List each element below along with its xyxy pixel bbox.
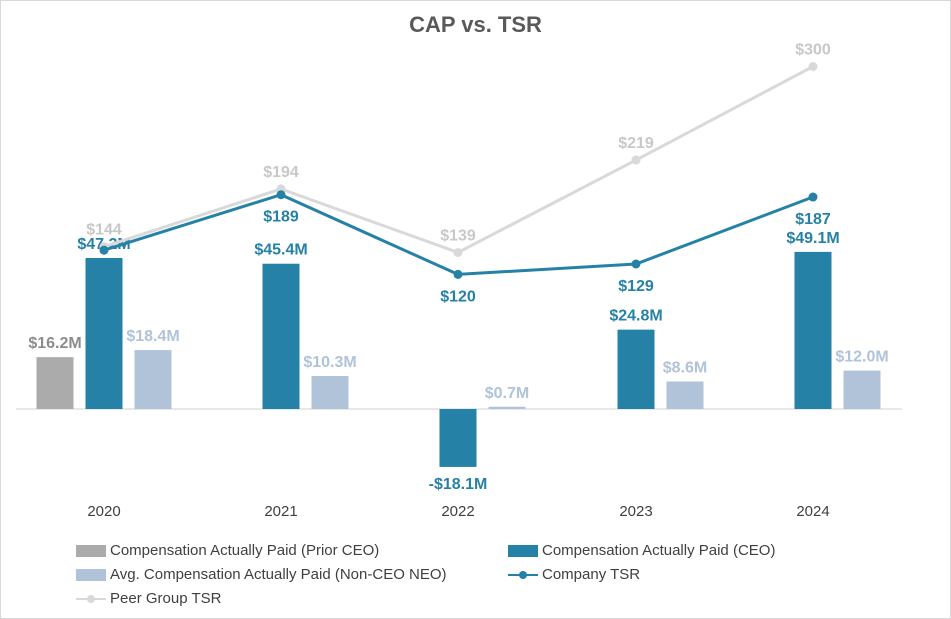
legend: Compensation Actually Paid (Prior CEO) C… [76,540,936,610]
company-tsr-label-2020: $141 [86,264,122,281]
chart-plot: 20202021202220232024$16.2M$47.2M$45.4M-$… [16,42,902,520]
company-tsr-point-2021 [276,190,286,200]
bar-label-ceo-2022: -$18.1M [429,476,488,493]
company-tsr-label-2022: $120 [440,288,476,305]
chart-title: CAP vs. TSR [409,12,542,37]
legend-item-ceo: Compensation Actually Paid (CEO) [508,542,775,559]
peer-tsr-label-2020: $144 [86,222,122,239]
company-tsr-label-2021: $189 [263,209,299,226]
bar-label-non-ceo-neo-2021: $10.3M [303,354,356,371]
bar-label-non-ceo-neo-2023: $8.6M [663,359,707,376]
legend-label-peer-tsr: Peer Group TSR [110,590,222,607]
legend-item-company-tsr: Company TSR [508,566,640,583]
bar-ceo-2023 [617,329,655,409]
bar-non-ceo-neo-2024 [843,370,881,409]
peer-tsr-line [103,65,814,255]
x-tick-label-2023: 2023 [619,503,652,520]
legend-label-ceo: Compensation Actually Paid (CEO) [542,542,776,559]
peer-tsr-point-2022 [453,247,463,257]
bar-ceo-2022 [439,409,477,467]
legend-item-non-ceo-neo: Avg. Compensation Actually Paid (Non-CEO… [76,566,447,583]
bar-label-non-ceo-neo-2020: $18.4M [126,328,179,345]
legend-swatch-company-tsr [508,569,538,581]
company-tsr-point-2022 [453,269,463,279]
legend-label-company-tsr: Company TSR [542,566,641,583]
legend-swatch-peer-tsr [76,593,106,605]
x-tick-label-2021: 2021 [264,503,297,520]
company-tsr-point-2020 [99,245,109,255]
x-tick-label-2020: 2020 [87,503,120,520]
legend-label-non-ceo-neo: Avg. Compensation Actually Paid (Non-CEO… [110,566,447,583]
bar-label-prior-ceo-2020: $16.2M [28,335,81,352]
legend-swatch-prior-ceo [76,544,106,557]
bar-ceo-2021 [262,263,300,409]
bar-non-ceo-neo-2023 [666,381,704,409]
peer-tsr-label-2021: $194 [263,164,299,181]
x-tick-label-2022: 2022 [441,503,474,520]
legend-swatch-ceo [508,544,538,557]
peer-tsr-label-2024: $300 [795,42,831,59]
legend-item-peer-tsr: Peer Group TSR [76,590,221,607]
peer-tsr-label-2022: $139 [440,227,476,244]
peer-tsr-point-2024 [808,62,818,71]
legend-label-prior-ceo: Compensation Actually Paid (Prior CEO) [110,542,380,559]
peer-tsr-label-2023: $219 [618,135,654,152]
bar-non-ceo-neo-2020 [134,350,172,409]
bar-non-ceo-neo-2022 [488,406,526,409]
bar-label-ceo-2023: $24.8M [609,308,662,325]
bar-prior-ceo-2020 [36,357,74,409]
bar-label-ceo-2021: $45.4M [254,242,307,259]
company-tsr-label-2023: $129 [618,278,654,295]
bar-label-non-ceo-neo-2022: $0.7M [485,385,529,402]
company-tsr-label-2024: $187 [795,211,831,228]
bar-non-ceo-neo-2021 [311,376,349,409]
company-tsr-point-2023 [631,259,641,269]
company-tsr-point-2024 [808,192,818,202]
bar-ceo-2020 [85,257,123,409]
bar-ceo-2024 [794,251,832,409]
legend-swatch-non-ceo-neo [76,568,106,581]
legend-item-prior-ceo: Compensation Actually Paid (Prior CEO) [76,542,379,559]
x-tick-label-2024: 2024 [796,503,829,520]
bar-label-ceo-2024: $49.1M [786,230,839,247]
bar-label-non-ceo-neo-2024: $12.0M [835,349,888,366]
peer-tsr-point-2023 [631,155,641,165]
